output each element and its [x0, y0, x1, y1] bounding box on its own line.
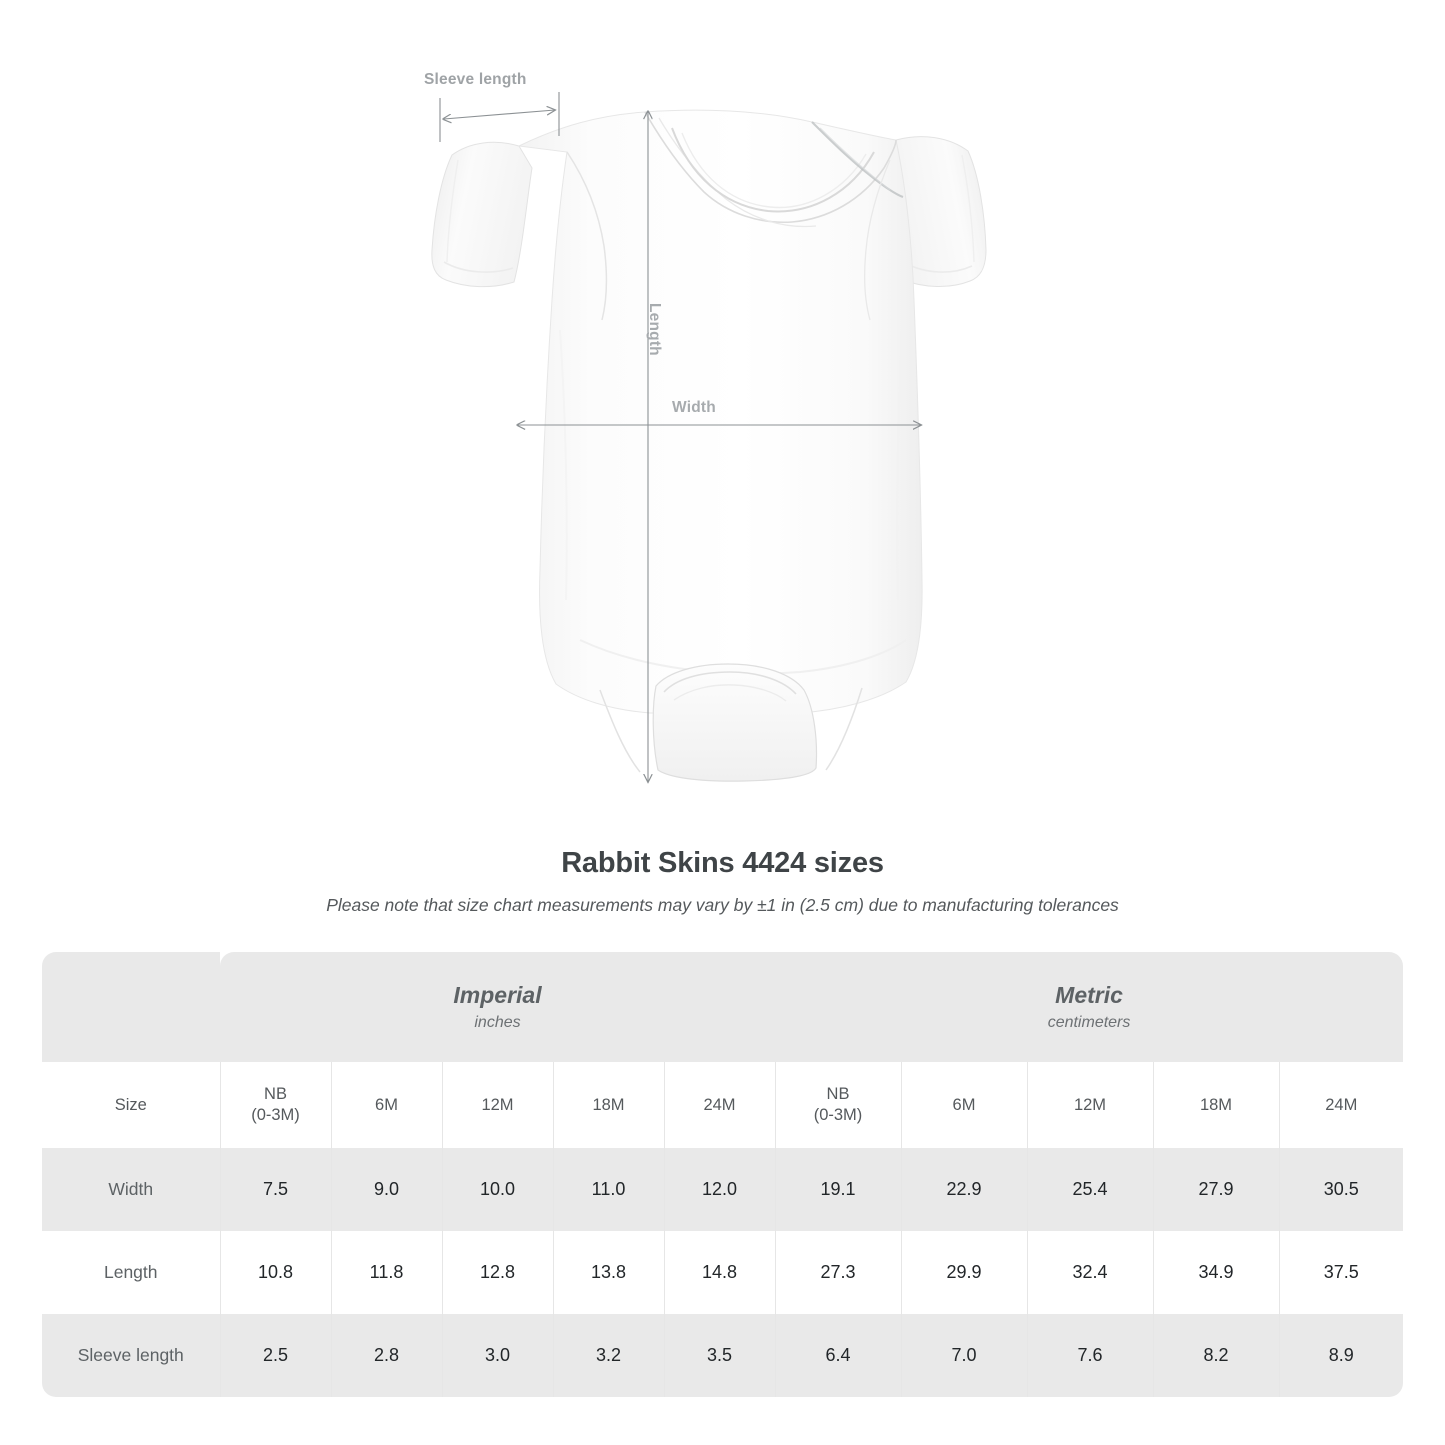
unit-sub-imperial: inches	[474, 1013, 521, 1031]
header-imperial-nb-line2: (0-3M)	[251, 1106, 300, 1124]
header-imperial-nb: NB (0-3M)	[220, 1062, 332, 1148]
header-metric-24m: 24M	[1279, 1062, 1404, 1148]
header-imperial-6m: 6M	[331, 1062, 443, 1148]
unit-banner-spacer	[42, 952, 220, 1062]
header-imperial-24m: 24M	[664, 1062, 776, 1148]
title-block: Rabbit Skins 4424 sizes Please note that…	[0, 846, 1445, 916]
header-metric-nb: NB (0-3M)	[775, 1062, 902, 1148]
unit-banner-metric: Metric centimeters	[775, 952, 1404, 1062]
cell-width-imperial-12m: 10.0	[442, 1148, 554, 1231]
measurement-guides	[439, 92, 921, 782]
cell-sleeve-metric-nb: 6.4	[775, 1314, 902, 1397]
sleeve-length-dimension-label: Sleeve length	[424, 71, 527, 88]
cell-sleeve-imperial-18m: 3.2	[553, 1314, 665, 1397]
header-imperial-nb-line1: NB	[264, 1085, 287, 1103]
left-sleeve	[431, 141, 533, 288]
cell-width-imperial-24m: 12.0	[664, 1148, 776, 1231]
table-row: Length 10.8 11.8 12.8 13.8 14.8 27.3 29.…	[42, 1231, 1404, 1314]
size-chart-table-wrapper: Imperial inches Metric centimeters Size …	[42, 952, 1404, 1397]
cell-length-metric-6m: 29.9	[901, 1231, 1028, 1314]
cell-sleeve-imperial-6m: 2.8	[331, 1314, 443, 1397]
width-dimension-label: Width	[672, 399, 716, 416]
cell-sleeve-metric-18m: 8.2	[1153, 1314, 1280, 1397]
cell-sleeve-imperial-24m: 3.5	[664, 1314, 776, 1397]
cell-length-metric-nb: 27.3	[775, 1231, 902, 1314]
unit-name-metric: Metric	[1055, 981, 1123, 1008]
cell-width-metric-24m: 30.5	[1279, 1148, 1404, 1231]
cell-length-imperial-6m: 11.8	[331, 1231, 443, 1314]
page-title: Rabbit Skins 4424 sizes	[561, 847, 884, 879]
cell-width-imperial-18m: 11.0	[553, 1148, 665, 1231]
row-label-length: Length	[42, 1231, 221, 1314]
bodysuit-diagram	[431, 92, 987, 830]
garment-illustration: Sleeve length Length Width	[424, 71, 987, 830]
cell-width-metric-nb: 19.1	[775, 1148, 902, 1231]
cell-width-metric-12m: 25.4	[1027, 1148, 1154, 1231]
cell-width-metric-6m: 22.9	[901, 1148, 1028, 1231]
size-header-row: Size NB (0-3M) 6M 12M 18M 24M NB (0-3M) …	[42, 1062, 1404, 1148]
cell-sleeve-imperial-nb: 2.5	[220, 1314, 332, 1397]
cell-sleeve-imperial-12m: 3.0	[442, 1314, 554, 1397]
cell-length-imperial-12m: 12.8	[442, 1231, 554, 1314]
unit-banner-row: Imperial inches Metric centimeters	[42, 952, 1404, 1062]
unit-banner-imperial: Imperial inches	[220, 952, 776, 1062]
cell-length-metric-12m: 32.4	[1027, 1231, 1154, 1314]
cell-sleeve-metric-12m: 7.6	[1027, 1314, 1154, 1397]
header-metric-nb-line1: NB	[826, 1085, 850, 1103]
cell-length-imperial-24m: 14.8	[664, 1231, 776, 1314]
cell-width-imperial-nb: 7.5	[220, 1148, 332, 1231]
cell-length-metric-18m: 34.9	[1153, 1231, 1280, 1314]
header-metric-18m: 18M	[1153, 1062, 1280, 1148]
unit-sub-metric: centimeters	[1047, 1013, 1131, 1031]
cell-length-metric-24m: 37.5	[1279, 1231, 1404, 1314]
sleeve-arrow	[444, 110, 555, 119]
header-metric-12m: 12M	[1027, 1062, 1154, 1148]
snap-crotch-flap	[599, 663, 863, 782]
cell-length-imperial-nb: 10.8	[220, 1231, 332, 1314]
header-size-label: Size	[42, 1062, 221, 1148]
header-metric-6m: 6M	[901, 1062, 1028, 1148]
cell-sleeve-metric-6m: 7.0	[901, 1314, 1028, 1397]
unit-name-imperial: Imperial	[453, 981, 542, 1008]
length-dimension-label: Length	[646, 303, 663, 356]
header-metric-nb-line2: (0-3M)	[813, 1106, 863, 1124]
size-chart-table: Imperial inches Metric centimeters Size …	[42, 952, 1404, 1397]
cell-width-metric-18m: 27.9	[1153, 1148, 1280, 1231]
tolerance-note: Please note that size chart measurements…	[326, 895, 1119, 915]
cell-length-imperial-18m: 13.8	[553, 1231, 665, 1314]
header-imperial-18m: 18M	[553, 1062, 665, 1148]
row-label-sleeve-length: Sleeve length	[42, 1314, 221, 1397]
row-label-width: Width	[42, 1148, 221, 1231]
cell-sleeve-metric-24m: 8.9	[1279, 1314, 1404, 1397]
table-row: Sleeve length 2.5 2.8 3.0 3.2 3.5 6.4 7.…	[42, 1314, 1404, 1397]
cell-width-imperial-6m: 9.0	[331, 1148, 443, 1231]
header-imperial-12m: 12M	[442, 1062, 554, 1148]
table-row: Width 7.5 9.0 10.0 11.0 12.0 19.1 22.9 2…	[42, 1148, 1404, 1231]
bodysuit-body	[517, 109, 923, 714]
